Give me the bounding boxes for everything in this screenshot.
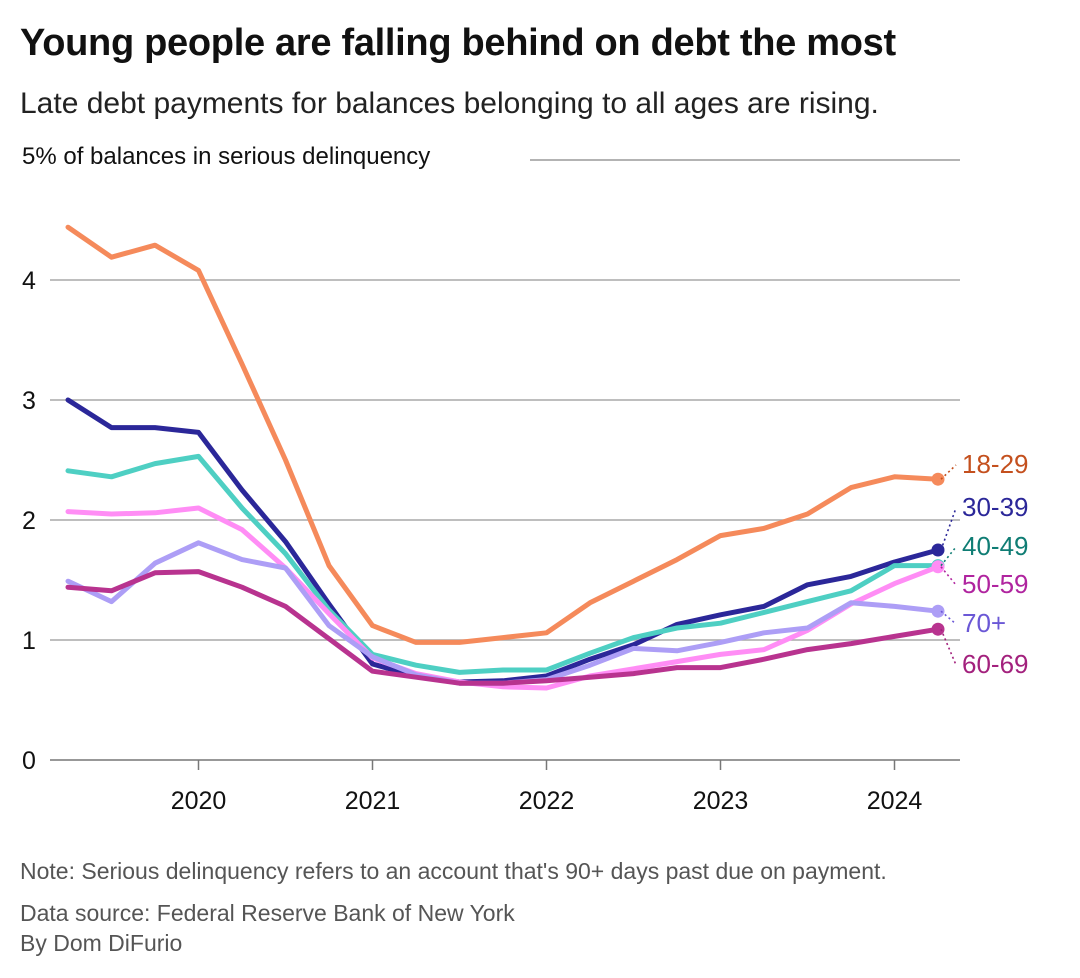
y-tick-label: 1 — [22, 627, 36, 655]
x-axis-ticks: 2020 2021 2022 2023 2024 — [171, 760, 923, 815]
chart-title: Young people are falling behind on debt … — [20, 22, 896, 64]
note-text: Note: Serious delinquency refers to an a… — [20, 858, 887, 884]
series-lines — [65, 224, 945, 691]
x-tick-label: 2021 — [345, 787, 401, 815]
y-axis-label: 5% of balances in serious delinquency — [22, 143, 430, 170]
label-leader-70plus — [940, 610, 957, 625]
series-line-60-69 — [65, 569, 941, 686]
label-leader-60-69 — [940, 628, 957, 666]
series-label-18-29: 18-29 — [962, 449, 1029, 479]
series-line-70plus — [65, 540, 941, 686]
y-tick-label: 2 — [22, 507, 36, 535]
series-line-18-29 — [65, 224, 941, 645]
series-label-60-69: 60-69 — [962, 649, 1029, 679]
end-marker-18-29 — [931, 472, 945, 486]
series-label-30-39: 30-39 — [962, 492, 1029, 522]
x-tick-label: 2020 — [171, 787, 227, 815]
ylabel-backdrop — [18, 140, 528, 172]
end-marker-60-69 — [931, 622, 945, 636]
series-line-40-49 — [65, 453, 941, 675]
y-tick-label: 0 — [22, 747, 36, 775]
y-tick-label: 3 — [22, 387, 36, 415]
byline-text: By Dom DiFurio — [20, 930, 183, 956]
source-text: Data source: Federal Reserve Bank of New… — [20, 900, 515, 926]
y-tick-label: 4 — [22, 267, 36, 295]
end-marker-30-39 — [931, 543, 945, 557]
y-axis-ticks: 0 1 2 3 4 — [22, 267, 36, 775]
label-leader-30-39 — [940, 507, 957, 551]
x-tick-label: 2022 — [519, 787, 575, 815]
series-line-50-59 — [65, 505, 941, 691]
label-leader-18-29 — [940, 464, 957, 480]
label-leader-50-59 — [940, 566, 957, 586]
x-tick-label: 2024 — [867, 787, 923, 815]
line-chart: 0 1 2 3 4 2020 2021 2022 2023 2024 18-29 30-39 40-… — [18, 140, 1029, 815]
series-label-70plus: 70+ — [962, 608, 1006, 638]
end-marker-70plus — [931, 604, 945, 618]
end-marker-50-59 — [931, 560, 945, 574]
series-label-50-59: 50-59 — [962, 569, 1029, 599]
x-tick-label: 2023 — [693, 787, 749, 815]
series-label-40-49: 40-49 — [962, 531, 1029, 561]
series-labels: 18-29 30-39 40-49 50-59 70+ 60-69 — [940, 449, 1029, 679]
chart-subtitle: Late debt payments for balances belongin… — [20, 87, 879, 120]
label-leader-40-49 — [940, 546, 957, 567]
